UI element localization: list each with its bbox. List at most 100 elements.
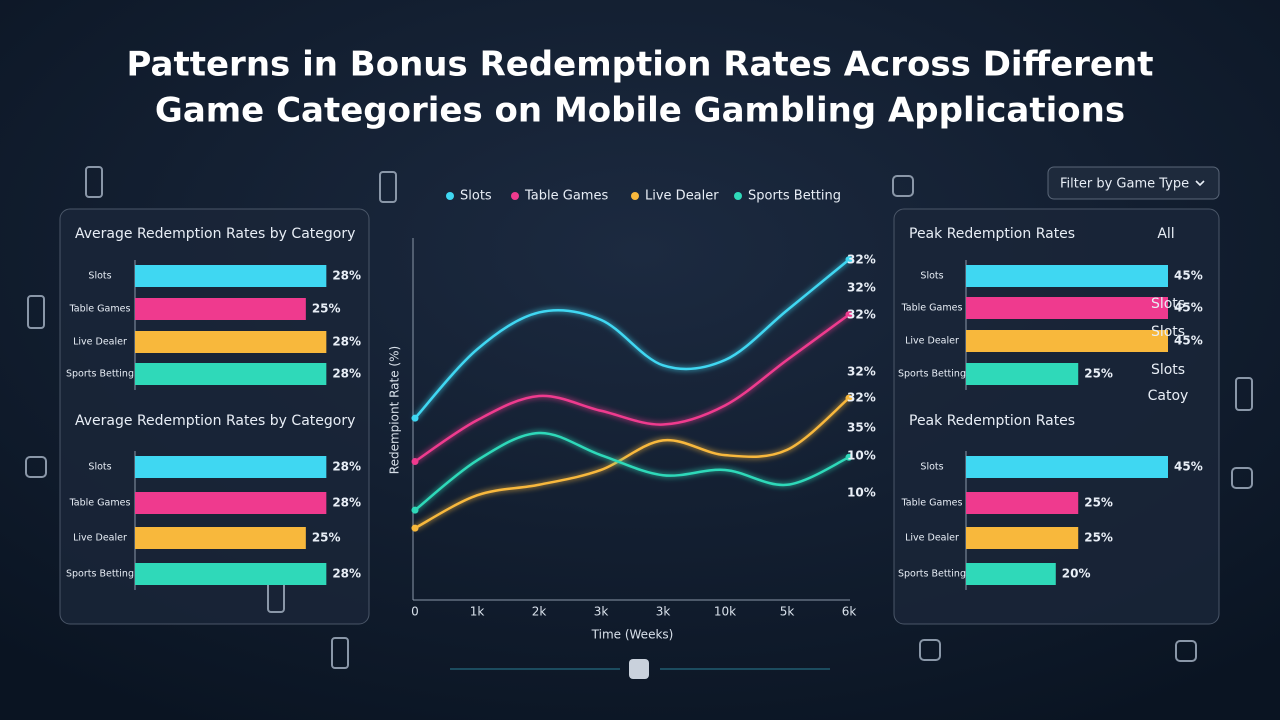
bar [966, 527, 1079, 549]
decor [25, 166, 1253, 679]
value-label: 28% [332, 269, 361, 283]
dice-icon [919, 639, 941, 661]
side-label: Slots [1151, 362, 1185, 378]
phone-icon [1235, 377, 1253, 411]
category-label: Sports Betting [898, 369, 966, 380]
filter-dropdown[interactable]: Filter by Game Type [1047, 166, 1220, 200]
category-label: Table Games [69, 304, 131, 315]
value-label: 45% [1174, 269, 1203, 283]
bar [966, 492, 1079, 514]
value-label: 25% [1084, 531, 1113, 545]
bar [966, 363, 1079, 385]
x-tick-label: 3k [594, 605, 609, 619]
side-label: Slots [1151, 296, 1185, 312]
series-line [414, 397, 850, 530]
category-label: Slots [88, 271, 111, 282]
value-label: 25% [312, 302, 341, 316]
x-tick-label: 6k [842, 605, 857, 619]
phone-icon [379, 171, 397, 203]
title-line: Patterns in Bonus Redemption Rates Acros… [127, 45, 1154, 85]
bar [135, 331, 327, 353]
category-label: Slots [88, 462, 111, 473]
legend-swatch [734, 192, 742, 200]
bar [966, 297, 1168, 319]
panel-title: Average Redemption Rates by Category [75, 413, 355, 429]
value-label: 28% [332, 567, 361, 581]
bar [966, 265, 1168, 287]
bar [966, 456, 1168, 478]
category-label: Slots [920, 271, 943, 282]
dice-icon [1231, 467, 1253, 489]
side-label: Catoy [1148, 388, 1189, 404]
dropdown-label[interactable]: Filter by Game Type [1060, 177, 1189, 192]
line-point [411, 458, 419, 466]
category-label: Live Dealer [73, 337, 127, 348]
category-label: Table Games [69, 498, 131, 509]
category-label: Sports Betting [66, 569, 134, 580]
category-label: Sports Betting [66, 369, 134, 380]
x-tick-label: 1k [470, 605, 485, 619]
end-label: 32% [847, 365, 876, 379]
value-label: 28% [332, 335, 361, 349]
line-point [411, 506, 419, 514]
series-line [414, 431, 850, 512]
line-point [845, 453, 853, 461]
line-point [411, 414, 419, 422]
end-label: 35% [847, 421, 876, 435]
legend-label: Table Games [524, 189, 608, 204]
legend-label: Sports Betting [748, 189, 841, 204]
category-label: Slots [920, 462, 943, 473]
bar [135, 492, 327, 514]
value-label: 45% [1174, 334, 1203, 348]
series-line [414, 313, 850, 463]
legend-swatch [631, 192, 639, 200]
category-label: Live Dealer [905, 533, 959, 544]
value-label: 25% [1084, 367, 1113, 381]
category-label: Sports Betting [898, 569, 966, 580]
line-point [411, 524, 419, 532]
legend-label: Live Dealer [645, 189, 719, 204]
panel-title: Peak Redemption Rates [909, 226, 1075, 242]
end-label: 32% [847, 281, 876, 295]
value-label: 45% [1174, 460, 1203, 474]
bar [135, 298, 306, 320]
dice-icon [629, 659, 649, 679]
end-label: 10% [847, 486, 876, 500]
bar [135, 265, 327, 287]
category-label: Table Games [901, 303, 963, 314]
y-axis-title: Redempiont Rate (%) [388, 346, 402, 474]
series-line [414, 258, 850, 420]
side-label: Slots [1151, 324, 1185, 340]
bar [966, 563, 1056, 585]
x-tick-label: 5k [780, 605, 795, 619]
phone-icon [85, 166, 103, 198]
panel-title: Peak Redemption Rates [909, 413, 1075, 429]
dice-icon [1175, 640, 1197, 662]
chevron [1195, 180, 1205, 187]
x-tick-label: 10k [714, 605, 736, 619]
end-label: 32% [847, 253, 876, 267]
x-axis-title: Time (Weeks) [591, 628, 674, 642]
dropdown-box[interactable] [1047, 166, 1220, 200]
end-label: 32% [847, 391, 876, 405]
value-label: 45% [1174, 301, 1203, 315]
title-line: Game Categories on Mobile Gambling Appli… [155, 91, 1125, 131]
bar [135, 563, 327, 585]
bar [135, 456, 327, 478]
x-tick-label: 2k [532, 605, 547, 619]
dice-icon [25, 456, 47, 478]
dice-icon [892, 175, 914, 197]
value-label: 28% [332, 367, 361, 381]
phone-icon [27, 295, 45, 329]
x-tick-label: 0 [411, 605, 419, 619]
bar [135, 363, 327, 385]
value-label: 28% [332, 496, 361, 510]
value-label: 20% [1062, 567, 1091, 581]
header-label: All [1157, 226, 1174, 242]
value-label: 25% [312, 531, 341, 545]
end-label: 32% [847, 308, 876, 322]
end-label: 10% [847, 449, 876, 463]
line-point [845, 256, 853, 264]
legend-swatch [446, 192, 454, 200]
